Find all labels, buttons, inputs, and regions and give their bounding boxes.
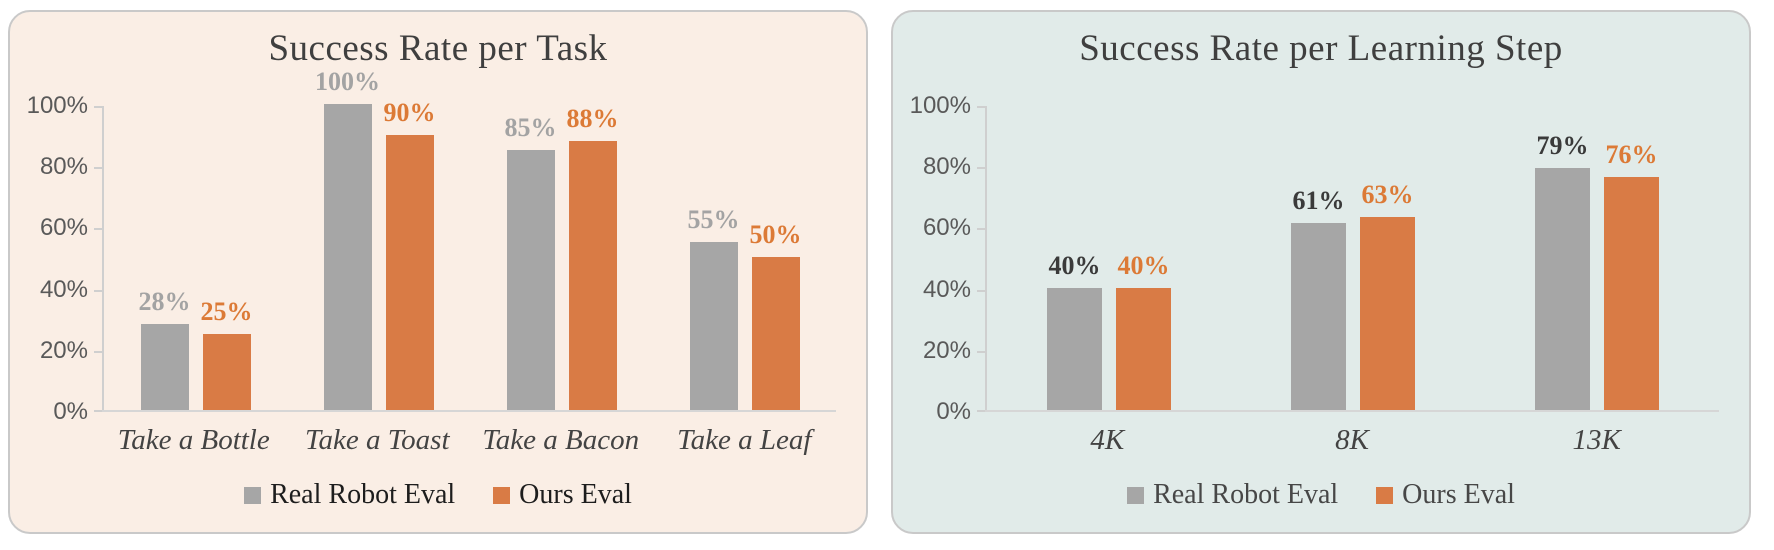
y-axis-line [102,106,104,412]
legend: Real Robot Eval Ours Eval [10,479,866,511]
bar: 63% [1360,180,1415,410]
chart-area: 0% 20% 40% 60% 80% 100% 40% 40% 61% 63% 79% 76% [893,93,1749,425]
legend-item: Real Robot Eval [244,479,455,511]
x-axis-label: Take a Toast [304,424,450,456]
bar-value-label: 50% [749,220,802,249]
bar: 55% [688,205,740,410]
bar-value-label: 79% [1536,131,1589,161]
legend-label: Ours Eval [519,479,632,510]
bar-groups: 40% 40% 61% 63% 79% 76% [987,106,1719,410]
x-axis-line [985,410,1719,412]
y-axis-tick [94,167,102,170]
y-axis-tick [977,289,985,292]
legend-marker [1127,486,1145,504]
y-axis-tick [977,410,985,412]
bar-group: 28% 25% [104,106,287,410]
x-axis-labels: 4K 8K 13K [985,424,1719,457]
y-axis-tick-label: 80% [39,153,88,181]
y-axis-tick-label: 60% [922,214,971,242]
bar: 25% [201,297,253,410]
bar-group: 55% 50% [653,106,836,410]
bar: 40% [1047,251,1102,410]
x-axis-label: 13K [1572,424,1621,456]
legend-label: Ours Eval [1402,479,1515,510]
bar: 28% [139,287,191,410]
y-axis-tick-label: 80% [922,153,971,181]
bar-group: 85% 88% [470,104,653,410]
x-axis-label: 8K [1335,424,1369,456]
success-rate-per-task-panel: Success Rate per Task 0% 20% 40% 60% 80% 100%… [8,10,868,534]
bar-value-label: 76% [1605,140,1658,170]
y-axis-tick [94,350,102,353]
y-axis: 0% 20% 40% 60% 80% 100% [893,93,985,425]
y-axis: 0% 20% 40% 60% 80% 100% [10,93,102,425]
x-axis-label: Take a Bacon [482,424,640,456]
x-axis-labels: Take a Bottle Take a Toast Take a Bacon Tak… [102,424,836,457]
y-axis-line [985,106,987,412]
legend-marker [1376,486,1394,504]
success-rate-per-learning-step-panel: Success Rate per Learning Step 0% 20% 40% 6… [891,10,1751,534]
y-axis-tick [977,106,985,108]
bar-groups: 28% 25% 100% 90% 85% 88% 55% 50% [104,67,836,410]
bar-value-label: 55% [687,204,740,234]
bar-value-label: 90% [383,97,436,127]
legend-item: Ours Eval [493,479,632,511]
x-axis-label: 4K [1090,424,1125,456]
bar: 85% [505,113,557,410]
legend-marker [244,486,262,504]
y-axis-tick-label: 20% [922,336,971,364]
y-axis-tick-label: 40% [39,275,88,303]
legend-item: Real Robot Eval [1127,479,1338,511]
bar-group: 40% 40% [987,106,1231,410]
legend-marker [493,486,511,504]
bar-value-label: 85% [504,112,557,142]
y-axis-tick-label: 0% [936,398,971,425]
bar: 76% [1604,140,1659,410]
bar-value-label: 88% [566,103,619,133]
legend-label: Real Robot Eval [270,479,456,510]
bar-value-label: 61% [1292,186,1345,216]
legend-item: Ours Eval [1376,479,1515,511]
chart-title: Success Rate per Learning Step [1079,28,1563,69]
plot-area: 40% 40% 61% 63% 79% 76% [977,106,1719,412]
y-axis-tick-label: 0% [53,398,88,425]
bar-value-label: 63% [1361,180,1414,210]
x-axis-line [102,410,836,412]
y-axis-tick [94,228,102,231]
bar: 50% [750,220,802,410]
bar: 88% [567,104,619,410]
y-axis-tick-label: 100% [909,92,971,119]
y-axis-tick [94,289,102,292]
y-axis-tick-label: 40% [922,275,971,303]
y-axis-tick [977,350,985,353]
bar-value-label: 40% [1117,250,1170,280]
bar: 79% [1535,131,1590,410]
bar: 100% [315,67,380,410]
bar-group: 79% 76% [1475,106,1719,410]
y-axis-tick [977,167,985,170]
bar-group: 61% 63% [1231,106,1475,410]
y-axis-tick [94,106,102,108]
bar-group: 100% 90% [287,67,470,410]
legend: Real Robot Eval Ours Eval [893,479,1749,511]
y-axis-tick [977,228,985,231]
bar-value-label: 40% [1048,250,1101,280]
y-axis-tick [94,410,102,412]
x-axis-label: Take a Leaf [677,424,812,456]
y-axis-tick-label: 60% [39,214,88,242]
bar-value-label: 28% [138,287,191,317]
legend-label: Real Robot Eval [1153,479,1339,510]
plot-area: 28% 25% 100% 90% 85% 88% 55% 50% [94,67,836,412]
x-axis-label: Take a Bottle [117,424,270,456]
y-axis-tick-label: 20% [39,336,88,364]
chart-area: 0% 20% 40% 60% 80% 100% 28% 25% 100% 90% 85% 88% 55… [10,67,866,425]
chart-title: Success Rate per Task [268,28,608,69]
bar: 40% [1116,251,1171,410]
bar-value-label: 100% [315,67,380,96]
bar: 61% [1291,186,1346,410]
bar-value-label: 25% [200,296,253,326]
bar: 90% [384,98,436,410]
y-axis-tick-label: 100% [26,92,88,119]
